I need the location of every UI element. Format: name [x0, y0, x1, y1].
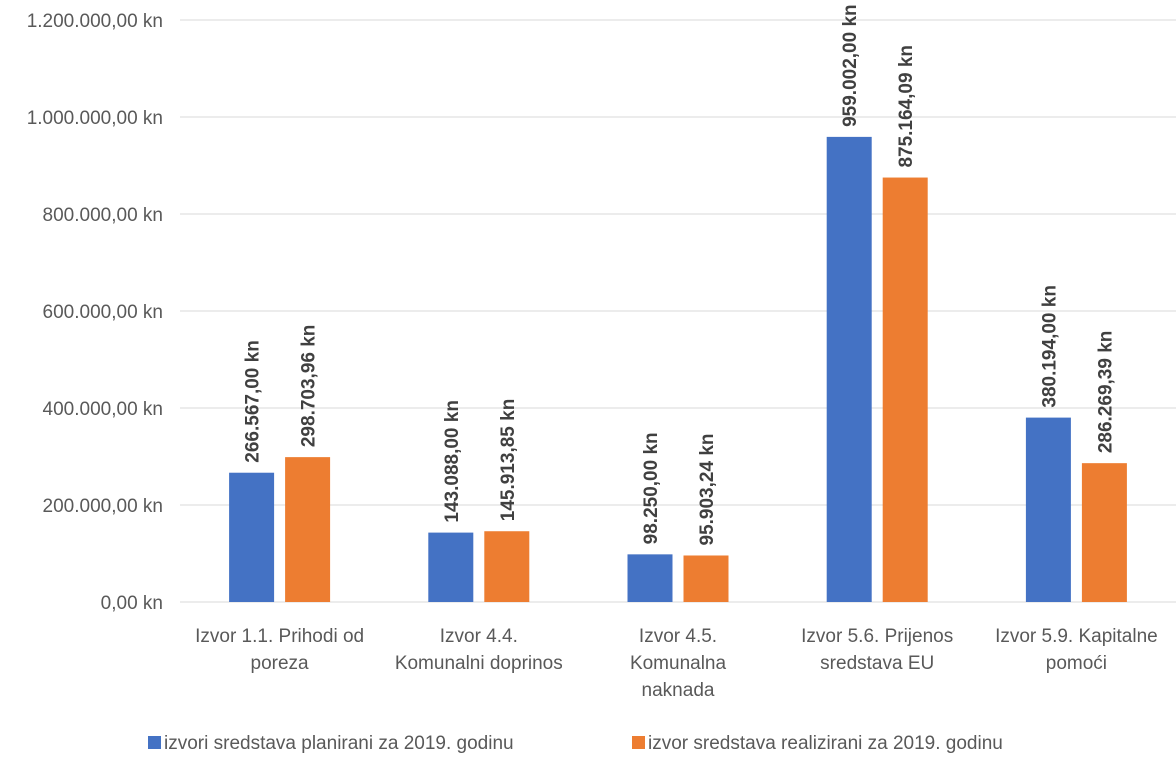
x-category-label: pomoći: [1046, 653, 1107, 674]
y-tick-label: 200.000,00 kn: [43, 496, 163, 517]
gridlines: [180, 19, 1176, 603]
legend: izvori sredstava planirani za 2019. godi…: [148, 733, 1003, 754]
y-tick-label: 0,00 kn: [101, 593, 163, 614]
x-category-label: poreza: [251, 653, 310, 674]
bar-realized: [285, 457, 331, 602]
data-label: 95.903,24 kn: [697, 434, 718, 546]
x-category-label: Izvor 5.9. Kapitalne: [995, 626, 1158, 647]
legend-swatch: [148, 736, 161, 749]
x-category-label: Komunalni doprinos: [395, 653, 563, 674]
y-axis-ticks: 0,00 kn 200.000,00 kn 400.000,00 kn 600.000…: [27, 11, 163, 614]
data-label: 959.002,00 kn: [840, 4, 861, 127]
bar-realized: [1081, 463, 1127, 602]
bar-planned: [229, 472, 275, 602]
x-category-label: Izvor 5.6. Prijenos: [801, 626, 953, 647]
legend-label: izvor sredstava realizirani za 2019. god…: [648, 733, 1003, 754]
bar-planned: [428, 532, 474, 602]
y-tick-label: 800.000,00 kn: [43, 205, 163, 226]
bar-realized: [683, 555, 729, 602]
bar-realized: [882, 177, 928, 602]
data-labels: 266.567,00 kn 298.703,96 kn 143.088,00 kn 1…: [243, 4, 1117, 545]
x-category-label: Komunalna: [630, 653, 727, 674]
y-tick-label: 400.000,00 kn: [43, 399, 163, 420]
x-category-label: Izvor 4.4.: [440, 626, 518, 647]
data-label: 266.567,00 kn: [243, 340, 264, 463]
y-tick-label: 600.000,00 kn: [43, 302, 163, 323]
x-category-label: Izvor 4.5.: [639, 626, 717, 647]
data-label: 286.269,39 kn: [1095, 331, 1116, 454]
data-label: 380.194,00 kn: [1039, 285, 1060, 408]
legend-swatch: [632, 736, 645, 749]
x-axis-categories: Izvor 1.1. Prihodi od poreza Izvor 4.4. Kom…: [195, 626, 1158, 701]
y-tick-label: 1.000.000,00 kn: [27, 108, 163, 129]
bars: [229, 136, 1127, 602]
x-category-label: sredstava EU: [820, 653, 934, 674]
bar-realized: [484, 531, 530, 602]
bar-planned: [826, 136, 872, 602]
x-category-label: naknada: [642, 680, 715, 701]
legend-label: izvori sredstava planirani za 2019. godi…: [164, 733, 514, 754]
data-label: 98.250,00 kn: [641, 432, 662, 544]
data-label: 875.164,09 kn: [896, 45, 917, 168]
data-label: 143.088,00 kn: [442, 400, 463, 523]
bar-planned: [627, 554, 673, 602]
data-label: 145.913,85 kn: [498, 399, 519, 522]
data-label: 298.703,96 kn: [299, 325, 320, 448]
y-tick-label: 1.200.000,00 kn: [27, 11, 163, 32]
x-category-label: Izvor 1.1. Prihodi od: [195, 626, 364, 647]
bar-planned: [1025, 417, 1071, 602]
